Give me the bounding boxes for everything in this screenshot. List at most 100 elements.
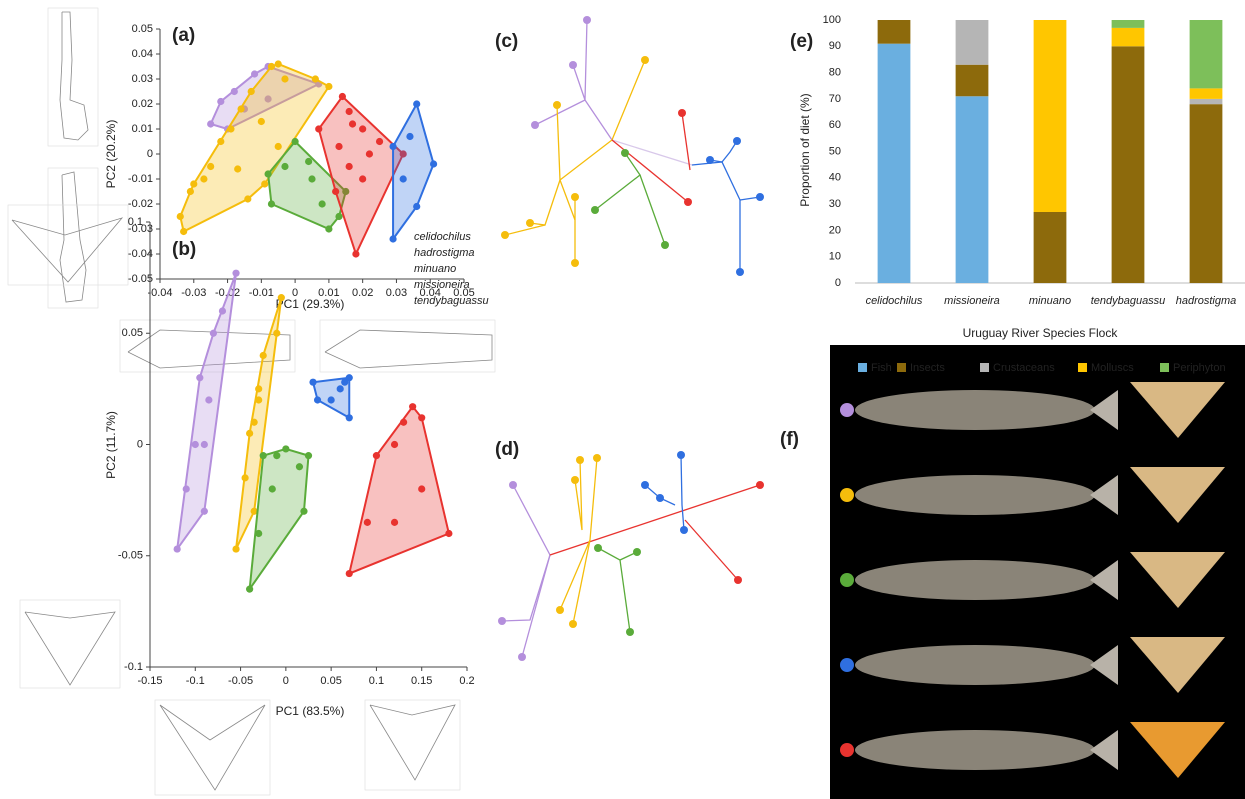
bar-segment bbox=[1190, 20, 1223, 88]
tree-c: (c) bbox=[495, 16, 764, 276]
point bbox=[418, 485, 425, 492]
legend-swatch bbox=[980, 363, 989, 372]
point bbox=[373, 452, 380, 459]
bar-segment bbox=[1034, 20, 1067, 212]
x-tick-label: -0.04 bbox=[147, 287, 172, 299]
point bbox=[244, 195, 251, 202]
y-tick-label: 0 bbox=[835, 277, 841, 289]
point bbox=[201, 508, 208, 515]
x-tick-label: 0.03 bbox=[386, 287, 407, 299]
point bbox=[255, 385, 262, 392]
point bbox=[251, 70, 258, 77]
point bbox=[231, 88, 238, 95]
y-axis-label: Proportion of diet (%) bbox=[798, 93, 812, 206]
point bbox=[255, 396, 262, 403]
point bbox=[282, 445, 289, 452]
legend-swatch bbox=[1078, 363, 1087, 372]
legend-label: Molluscs bbox=[1091, 362, 1134, 374]
point bbox=[227, 125, 234, 132]
panel-label: (c) bbox=[495, 31, 518, 52]
figure: (c) (d) (f) (a)P bbox=[0, 0, 1245, 799]
legend-label: minuano bbox=[414, 263, 456, 275]
point bbox=[296, 463, 303, 470]
point bbox=[389, 143, 396, 150]
point bbox=[359, 125, 366, 132]
x-tick-label: -0.05 bbox=[228, 675, 253, 687]
bar-segment bbox=[1112, 46, 1145, 283]
legend-label: Crustaceans bbox=[993, 362, 1055, 374]
y-tick-label: 60 bbox=[829, 119, 841, 131]
point bbox=[201, 441, 208, 448]
y-tick-label: -0.01 bbox=[128, 173, 153, 185]
legend-label: hadrostigma bbox=[414, 247, 475, 259]
point bbox=[346, 414, 353, 421]
point bbox=[248, 88, 255, 95]
y-axis-label: PC2 (11.7%) bbox=[104, 411, 118, 479]
bar-segment bbox=[1112, 20, 1145, 28]
point bbox=[242, 474, 249, 481]
point bbox=[196, 374, 203, 381]
point bbox=[258, 118, 265, 125]
point bbox=[418, 414, 425, 421]
x-axis-label: PC1 (29.3%) bbox=[276, 297, 345, 311]
point bbox=[192, 441, 199, 448]
point bbox=[234, 165, 241, 172]
legend-label: missioneira bbox=[414, 279, 470, 291]
y-tick-label: 90 bbox=[829, 40, 841, 52]
species-dot bbox=[840, 658, 854, 672]
hull bbox=[177, 273, 236, 549]
point bbox=[232, 545, 239, 552]
legend-label: Periphyton bbox=[1173, 362, 1226, 374]
point bbox=[278, 294, 285, 301]
point bbox=[217, 138, 224, 145]
x-tick-label: 0.2 bbox=[459, 675, 474, 687]
point bbox=[319, 200, 326, 207]
point bbox=[346, 374, 353, 381]
bar-segment bbox=[878, 20, 911, 44]
point bbox=[264, 170, 271, 177]
point bbox=[200, 175, 207, 182]
y-tick-label: -0.05 bbox=[118, 550, 143, 562]
y-tick-label: 0.01 bbox=[132, 123, 153, 135]
point bbox=[190, 180, 197, 187]
species-dot bbox=[840, 488, 854, 502]
point bbox=[251, 419, 258, 426]
x-tick-label: minuano bbox=[1029, 295, 1071, 307]
bar-segment bbox=[1190, 88, 1223, 99]
species-dot bbox=[840, 403, 854, 417]
x-tick-label: 0 bbox=[283, 675, 289, 687]
point bbox=[315, 125, 322, 132]
point bbox=[268, 63, 275, 70]
species-dot bbox=[840, 743, 854, 757]
panel-label: (f) bbox=[780, 429, 799, 450]
point bbox=[346, 108, 353, 115]
fish-photo bbox=[855, 645, 1095, 685]
point bbox=[261, 180, 268, 187]
point bbox=[389, 235, 396, 242]
point bbox=[305, 158, 312, 165]
fish-photo bbox=[855, 475, 1095, 515]
y-tick-label: 80 bbox=[829, 67, 841, 79]
point bbox=[246, 586, 253, 593]
point bbox=[281, 75, 288, 82]
point bbox=[413, 100, 420, 107]
x-tick-label: 0.01 bbox=[318, 287, 339, 299]
point bbox=[269, 485, 276, 492]
point bbox=[314, 396, 321, 403]
y-tick-label: 100 bbox=[823, 14, 841, 26]
y-tick-label: 0.05 bbox=[132, 23, 153, 35]
point bbox=[339, 93, 346, 100]
panel-label: (e) bbox=[790, 31, 813, 52]
bar-segment bbox=[1034, 212, 1067, 283]
fish-photo bbox=[855, 730, 1095, 770]
point bbox=[309, 379, 316, 386]
y-tick-label: -0.05 bbox=[128, 273, 153, 285]
point bbox=[273, 330, 280, 337]
point bbox=[207, 163, 214, 170]
legend-swatch bbox=[897, 363, 906, 372]
x-tick-label: celidochilus bbox=[866, 295, 923, 307]
y-tick-label: 10 bbox=[829, 251, 841, 263]
legend-label: tendybaguassu bbox=[414, 295, 489, 307]
bar-segment bbox=[1190, 99, 1223, 104]
panel-label: (a) bbox=[172, 25, 195, 46]
